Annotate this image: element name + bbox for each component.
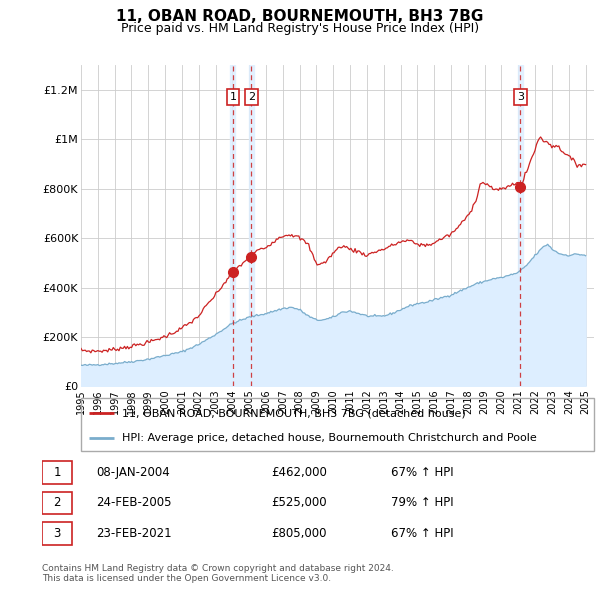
Text: £525,000: £525,000 <box>271 496 327 510</box>
Text: 67% ↑ HPI: 67% ↑ HPI <box>391 466 454 479</box>
Text: 08-JAN-2004: 08-JAN-2004 <box>97 466 170 479</box>
Text: 79% ↑ HPI: 79% ↑ HPI <box>391 496 454 510</box>
Bar <box>42 522 72 545</box>
Text: 11, OBAN ROAD, BOURNEMOUTH, BH3 7BG: 11, OBAN ROAD, BOURNEMOUTH, BH3 7BG <box>116 9 484 24</box>
Text: 1: 1 <box>229 92 236 102</box>
Text: 24-FEB-2005: 24-FEB-2005 <box>97 496 172 510</box>
Text: Contains HM Land Registry data © Crown copyright and database right 2024.
This d: Contains HM Land Registry data © Crown c… <box>42 563 394 583</box>
Bar <box>42 492 72 514</box>
Text: HPI: Average price, detached house, Bournemouth Christchurch and Poole: HPI: Average price, detached house, Bour… <box>122 433 537 443</box>
Text: 67% ↑ HPI: 67% ↑ HPI <box>391 527 454 540</box>
Text: 23-FEB-2021: 23-FEB-2021 <box>97 527 172 540</box>
Text: £462,000: £462,000 <box>271 466 327 479</box>
Bar <box>249 65 254 386</box>
Bar <box>42 461 72 484</box>
Text: 2: 2 <box>53 496 61 510</box>
Text: 2: 2 <box>248 92 255 102</box>
Text: 3: 3 <box>517 92 524 102</box>
Text: Price paid vs. HM Land Registry's House Price Index (HPI): Price paid vs. HM Land Registry's House … <box>121 22 479 35</box>
Bar <box>518 65 523 386</box>
Bar <box>230 65 235 386</box>
Text: 11, OBAN ROAD, BOURNEMOUTH, BH3 7BG (detached house): 11, OBAN ROAD, BOURNEMOUTH, BH3 7BG (det… <box>122 408 466 418</box>
Text: £805,000: £805,000 <box>271 527 327 540</box>
Text: 3: 3 <box>53 527 61 540</box>
Text: 1: 1 <box>53 466 61 479</box>
